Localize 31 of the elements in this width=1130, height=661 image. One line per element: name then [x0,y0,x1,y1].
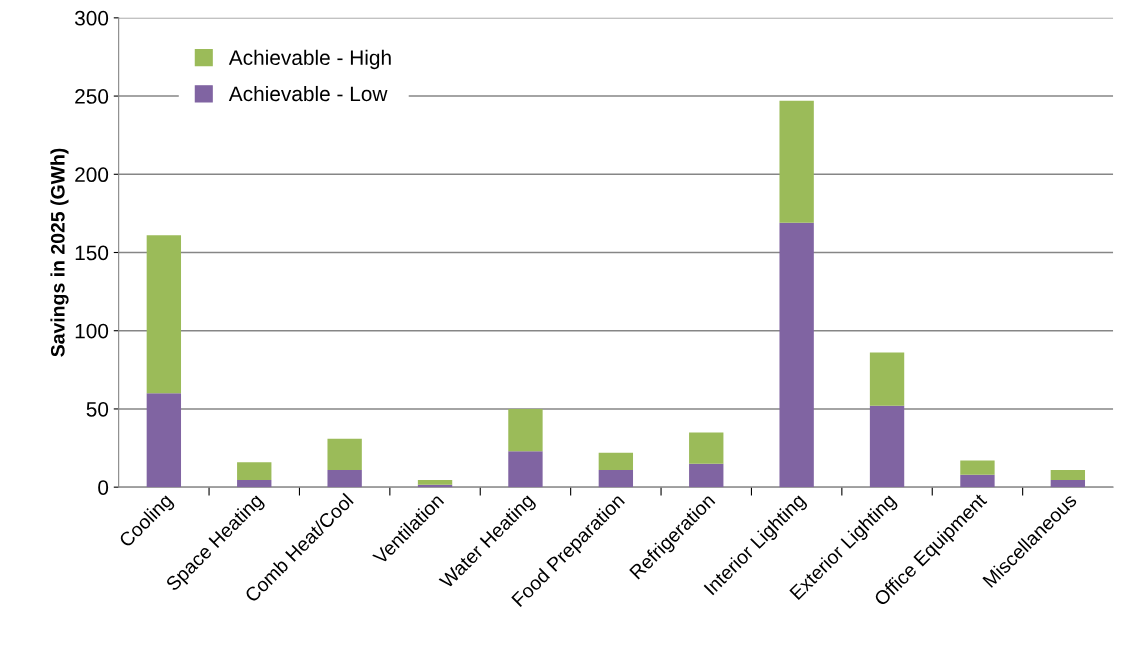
bar [598,452,634,470]
y-tick-label: 200 [75,167,109,183]
y-tick-label: 250 [75,89,109,104]
bar [417,480,453,485]
y-tick-label: 0 [98,480,109,495]
y-tick-label: 50 [86,401,109,417]
y-axis-title: Savings in 2025 (GWh) [50,148,69,357]
bar [237,480,272,488]
y-tick-label: 100 [75,323,109,339]
bar [1050,469,1086,481]
bar [508,451,543,488]
bar [327,438,362,470]
bar [779,222,814,488]
bar [869,352,905,406]
legend-label: Achievable - High [228,49,391,70]
bar [960,460,995,475]
bar [598,469,634,488]
bar [508,408,543,452]
bar [146,235,182,394]
bar [869,405,905,488]
bar [689,432,724,464]
legend-label: Achievable - Low [228,85,388,102]
bar [327,469,362,488]
bar [779,100,814,223]
y-tick-label: 150 [75,245,109,261]
bar [960,474,995,488]
bar [146,393,182,488]
bar [237,462,272,481]
y-tick-label: 300 [74,10,109,26]
bar [1050,480,1086,488]
bar [689,463,724,488]
